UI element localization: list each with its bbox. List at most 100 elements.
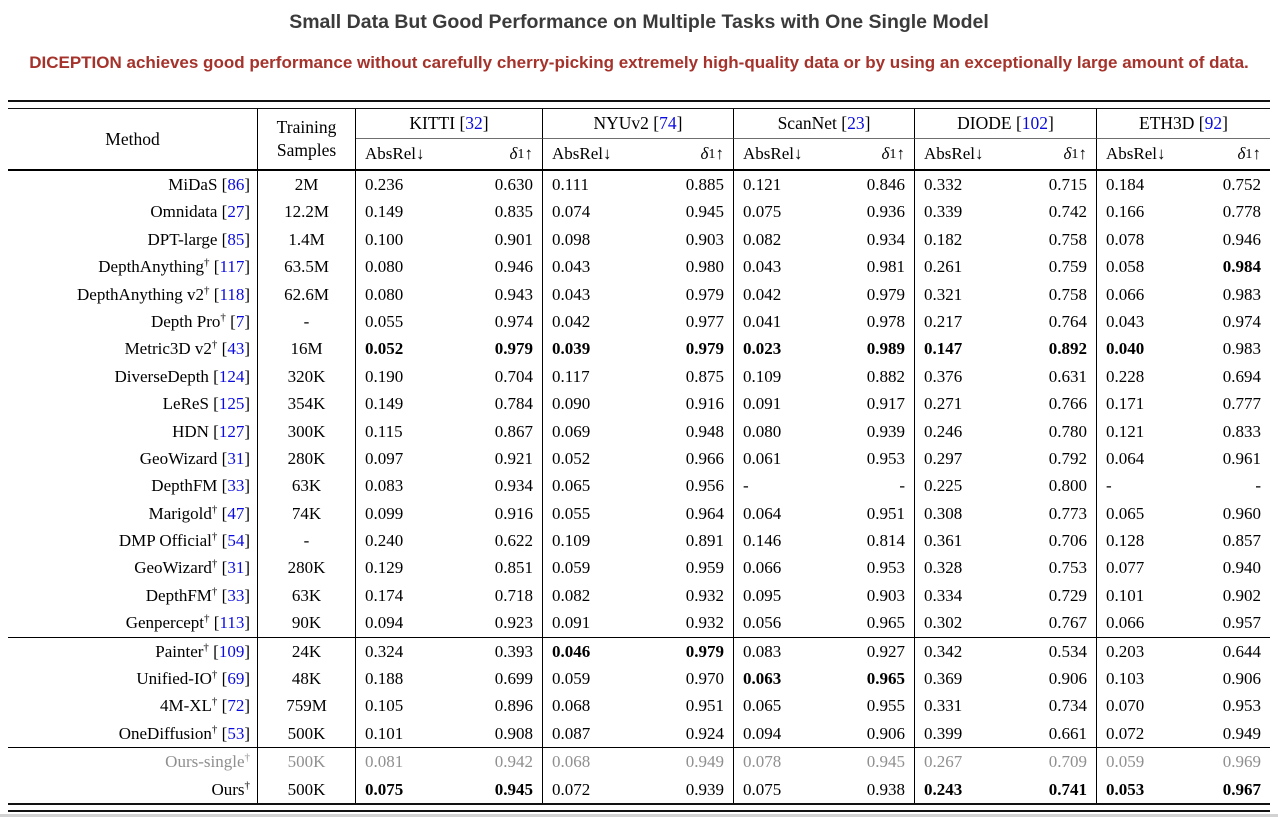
table-row-ours-dag: Ours† 500K 0.075 0.945 0.072 0.939 0.075 0.938 0… [8, 775, 1270, 803]
table-row-unified-io-dag: Unified-IO† [69] 48K 0.188 0.699 0.059 0.970 0… [8, 665, 1270, 693]
table-row-diversedepth: DiverseDepth [124] 320K 0.190 0.704 0.117 0.8… [8, 362, 1270, 391]
training-samples-cell: 16M [258, 335, 356, 363]
method-cell: Unified-IO† [69] [8, 665, 258, 693]
value-cell: 0.243 [924, 779, 963, 799]
absrel-subheader-kitti: AbsRel↓ [365, 144, 425, 163]
value-cell: 0.399 [924, 723, 963, 743]
value-cell: 0.078 [743, 752, 782, 772]
value-cell: 0.943 [459, 280, 543, 308]
citation-link[interactable]: 23 [847, 113, 865, 133]
table-body: MiDaS [86] 2M 0.236 0.630 0.111 0.885 0.121 0.8… [8, 171, 1270, 803]
value-cell: 0.098 [552, 229, 591, 249]
training-samples-cell: 48K [258, 665, 356, 693]
value-cell: 0.758 [1015, 280, 1097, 308]
method-cell: DPT-large [85] [8, 225, 258, 254]
delta1-subheader-kitti: δ 1 ↑ [459, 139, 543, 169]
method-cell: Painter† [109] [8, 637, 258, 666]
citation-link[interactable]: 113 [219, 613, 245, 633]
value-cell: 0.766 [1015, 390, 1097, 418]
value-cell: 0.961 [1222, 448, 1261, 468]
value-cell: 0.946 [1222, 229, 1261, 249]
citation-link[interactable]: 7 [235, 311, 245, 331]
value-cell: 0.042 [743, 284, 782, 304]
citation-link[interactable]: 117 [219, 257, 245, 277]
citation-link[interactable]: 27 [227, 202, 245, 222]
value-cell: - [1106, 476, 1112, 496]
value-cell: 0.767 [1015, 609, 1097, 637]
citation-link[interactable]: 74 [659, 113, 677, 133]
value-cell: 0.061 [743, 448, 782, 468]
citation-link[interactable]: 47 [227, 503, 245, 523]
value-cell: 0.983 [1222, 339, 1261, 359]
training-header-line2: Samples [276, 140, 337, 160]
value-cell: 0.068 [552, 696, 591, 716]
training-samples-cell: 280K [258, 444, 356, 473]
value-cell: 0.083 [365, 476, 404, 496]
absrel-subheader-diode: AbsRel↓ [924, 144, 984, 163]
citation-link[interactable]: 127 [218, 421, 245, 441]
value-cell: 0.891 [648, 527, 734, 555]
value-cell: 0.087 [552, 723, 591, 743]
value-cell: 0.924 [648, 719, 734, 748]
value-cell: 0.066 [1106, 284, 1145, 304]
absrel-subheader-eth3d: AbsRel↓ [1106, 144, 1166, 163]
citation-link[interactable]: 124 [218, 366, 245, 386]
method-cell: HDN [127] [8, 417, 258, 445]
value-cell: 0.622 [459, 527, 543, 555]
value-cell: 0.938 [834, 775, 915, 803]
citation-link[interactable]: 32 [465, 113, 483, 133]
citation-link[interactable]: 86 [227, 175, 245, 194]
citation-link[interactable]: 85 [227, 229, 245, 249]
value-cell: 0.046 [552, 641, 591, 661]
value-cell: 0.945 [459, 775, 543, 803]
citation-link[interactable]: 43 [227, 339, 245, 359]
value-cell: 0.752 [1222, 175, 1261, 194]
value-cell: 0.979 [648, 637, 734, 666]
citation-link[interactable]: 109 [218, 641, 245, 661]
page-title: Small Data But Good Performance on Multi… [289, 11, 989, 33]
training-samples-cell: 1.4M [258, 225, 356, 254]
value-cell: 0.966 [648, 444, 734, 473]
value-cell: 0.043 [552, 257, 591, 277]
table-row-geowizard: GeoWizard [31] 280K 0.097 0.921 0.052 0.966 0.… [8, 444, 1270, 473]
value-cell: 0.059 [552, 558, 591, 578]
citation-link[interactable]: 54 [227, 531, 245, 551]
table-row-metric3d-v2-dag: Metric3D v2† [43] 16M 0.052 0.979 0.039 0.979… [8, 335, 1270, 363]
method-cell: GeoWizard† [31] [8, 554, 258, 582]
citation-link[interactable]: 33 [227, 585, 245, 605]
citation-link[interactable]: 92 [1204, 113, 1223, 133]
value-cell: 0.228 [1106, 366, 1145, 386]
citation-link[interactable]: 31 [227, 558, 245, 578]
value-cell: 0.063 [743, 669, 782, 689]
value-cell: 0.989 [834, 335, 915, 363]
citation-link[interactable]: 69 [227, 669, 245, 689]
value-cell: 0.321 [924, 284, 963, 304]
value-cell: 0.023 [743, 339, 782, 359]
value-cell: 0.917 [834, 390, 915, 418]
citation-link[interactable]: 72 [227, 696, 245, 716]
value-cell: 0.111 [552, 175, 589, 194]
value-cell: 0.980 [648, 253, 734, 281]
delta1-subheader-diode: δ 1 ↑ [1015, 139, 1097, 169]
value-cell: 0.833 [1222, 421, 1261, 441]
value-cell: 0.339 [924, 202, 963, 222]
value-cell: 0.903 [648, 225, 734, 254]
value-cell: 0.121 [1106, 421, 1145, 441]
citation-link[interactable]: 118 [219, 284, 245, 304]
value-cell: 0.043 [1106, 311, 1145, 331]
citation-link[interactable]: 31 [227, 448, 245, 468]
value-cell: 0.942 [459, 748, 543, 776]
value-cell: 0.964 [648, 499, 734, 528]
value-cell: 0.078 [1106, 229, 1145, 249]
bottom-gray-divider [0, 814, 1278, 817]
value-cell: 0.052 [365, 339, 404, 359]
citation-link[interactable]: 33 [227, 476, 245, 496]
value-cell: 0.955 [834, 692, 915, 720]
value-cell: 0.099 [365, 503, 404, 523]
citation-link[interactable]: 102 [1021, 113, 1049, 133]
table-row-geowizard-dag: GeoWizard† [31] 280K 0.129 0.851 0.059 0.959 0… [8, 554, 1270, 582]
citation-link[interactable]: 125 [218, 394, 245, 414]
value-cell: 0.960 [1222, 503, 1261, 523]
citation-link[interactable]: 53 [227, 723, 245, 743]
results-table: Method Training Samples KITTI [32] AbsRel… [8, 100, 1270, 812]
